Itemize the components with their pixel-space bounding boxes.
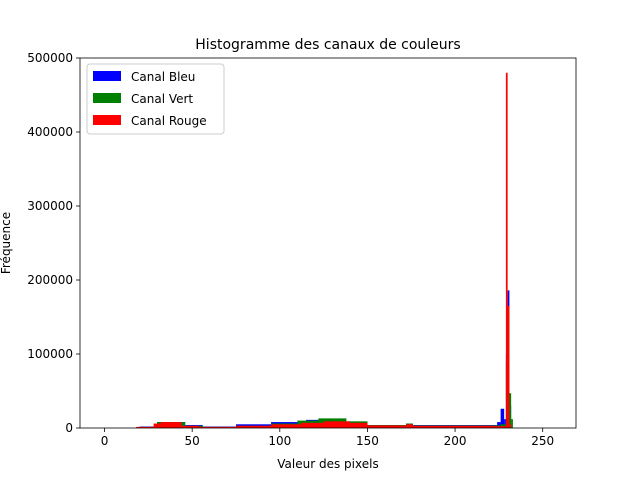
bar-3-3 — [160, 422, 182, 428]
bar-3-11 — [367, 425, 406, 428]
x-tick-label-1: 0 — [101, 434, 109, 448]
y-tick-label-1: 0 — [65, 421, 73, 435]
y-axis: 0 100000 200000 300000 400000 500000 — [27, 51, 80, 435]
y-tick-label-6: 500000 — [27, 51, 73, 65]
legend-label-2: Canal Vert — [131, 92, 193, 106]
legend: Canal Bleu Canal Vert Canal Rouge — [86, 63, 225, 135]
plot-frame — [79, 57, 577, 429]
bar-3-17 — [509, 424, 512, 428]
y-axis-label: Fréquence — [0, 212, 13, 274]
bar-3-4 — [181, 425, 200, 428]
y-tick-label-5: 400000 — [27, 125, 73, 139]
legend-box — [86, 63, 225, 135]
bar-3-5 — [199, 426, 236, 428]
x-axis: 0 50 100 150 200 250 — [101, 428, 554, 448]
bar-2-16 — [509, 393, 512, 428]
bar-3-1 — [136, 426, 154, 428]
legend-swatch-3 — [93, 115, 121, 125]
x-tick-label-5: 200 — [444, 434, 467, 448]
legend-label-1: Canal Bleu — [131, 70, 195, 84]
bar-3-16 — [507, 305, 510, 428]
bar-1-13 — [500, 408, 505, 428]
bar-1-12 — [497, 422, 501, 428]
bar-3-9 — [323, 421, 350, 428]
bar-3-10 — [349, 422, 368, 428]
y-tick-label-2: 100000 — [27, 347, 73, 361]
bars-layer — [136, 72, 513, 429]
bar-3-2 — [153, 423, 161, 428]
legend-swatch-2 — [93, 93, 121, 103]
x-tick-label-2: 50 — [185, 434, 200, 448]
x-tick-label-4: 150 — [356, 434, 379, 448]
bar-3-14 — [493, 426, 506, 428]
bar-3-7 — [271, 424, 301, 428]
legend-label-3: Canal Rouge — [131, 114, 207, 128]
y-tick-label-4: 300000 — [27, 199, 73, 213]
x-axis-label: Valeur des pixels — [277, 457, 378, 471]
x-tick-label-6: 250 — [531, 434, 554, 448]
bar-1-14 — [504, 419, 506, 428]
bar-3-6 — [235, 425, 272, 428]
y-tick-label-3: 200000 — [27, 273, 73, 287]
bar-2-17 — [511, 419, 513, 428]
bar-3-13 — [413, 425, 494, 428]
chart-title: Histogramme des canaux de couleurs — [195, 37, 460, 53]
bar-3-15 — [505, 72, 508, 429]
legend-swatch-1 — [93, 71, 121, 81]
bar-3-8 — [300, 422, 324, 428]
bar-3-12 — [405, 424, 413, 428]
x-tick-label-3: 100 — [268, 434, 291, 448]
